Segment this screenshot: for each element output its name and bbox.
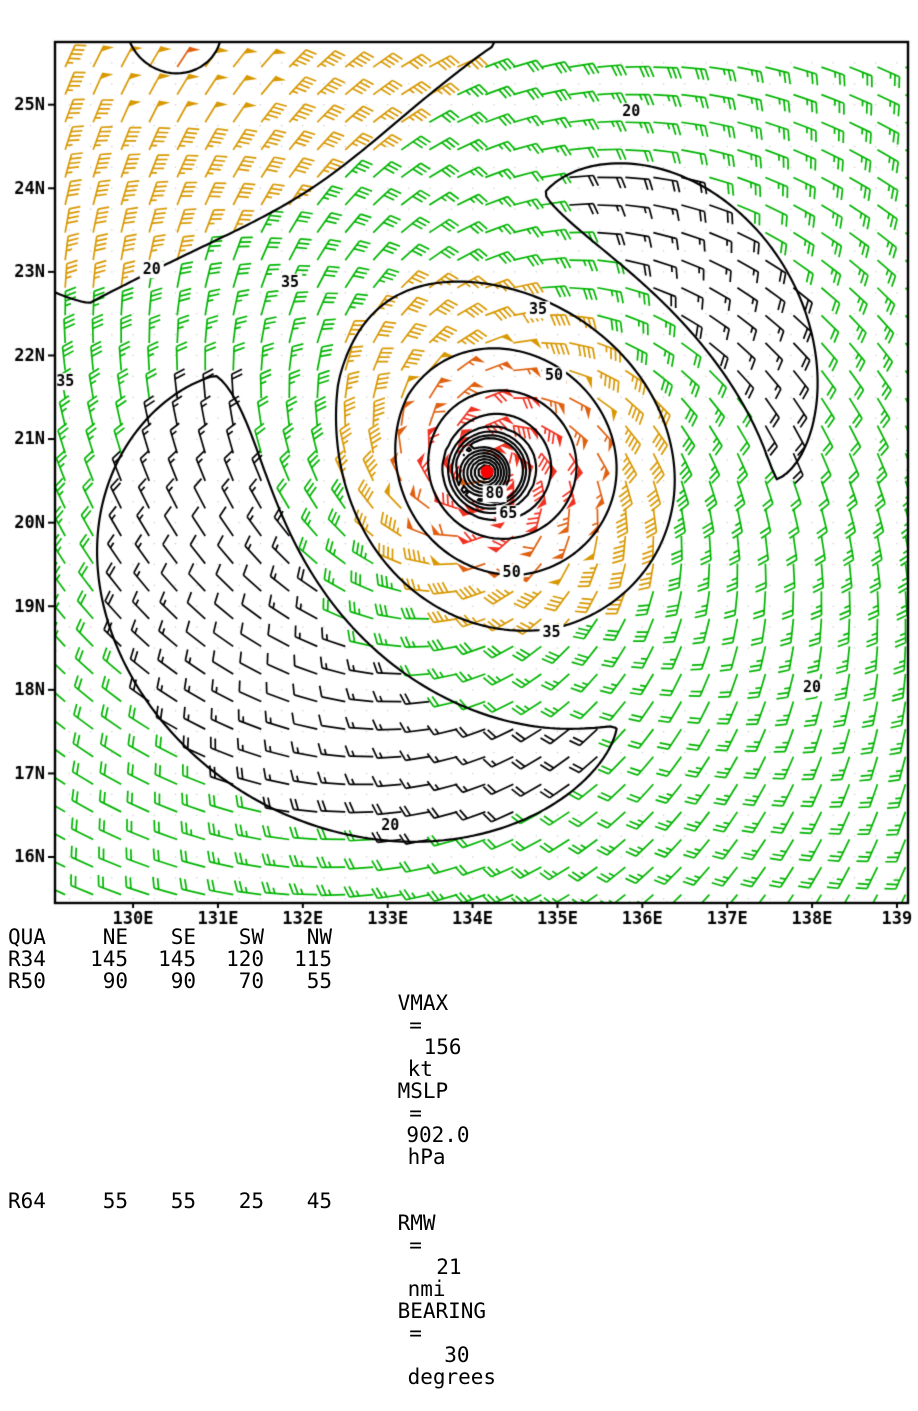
intensity-stats: VMAX = 156 kt MSLP = 902.0 hPa (332, 970, 913, 1190)
bearing-label: BEARING (397, 1299, 487, 1323)
rmw-unit: nmi (407, 1277, 446, 1301)
spacer (332, 948, 913, 970)
wind-field-map (0, 0, 918, 926)
rmw-value: 21 (436, 1255, 462, 1279)
radii-cell: 55 (306, 969, 332, 993)
radii-cell: 90 (170, 969, 196, 993)
radii-cell: 45 (306, 1189, 332, 1213)
mslp-unit: hPa (407, 1145, 446, 1169)
quadrant-header-nw: NW (306, 925, 332, 949)
radii-cell: 145 (158, 947, 196, 971)
radii-row-label-r50: R50 (8, 969, 46, 993)
vmax-value: 156 (423, 1035, 462, 1059)
radii-cell: 25 (238, 1189, 264, 1213)
vmax-unit: kt (407, 1057, 433, 1081)
vmax-label: VMAX (397, 991, 449, 1015)
equals-sign: = (409, 1101, 422, 1125)
quadrant-header-ne: NE (102, 925, 128, 949)
radii-cell: 145 (90, 947, 128, 971)
mslp-label: MSLP (397, 1079, 449, 1103)
bearing-unit: degrees (407, 1365, 497, 1389)
mslp-value: 902.0 (406, 1123, 470, 1147)
radii-row-label-r64: R64 (8, 1189, 46, 1213)
radii-cell: 55 (102, 1189, 128, 1213)
quadrant-header-se: SE (170, 925, 196, 949)
wind-radii-panel: QUA NE SE SW NW R34 145 145 120 115 R50 … (8, 926, 913, 1410)
equals-sign: = (409, 1013, 422, 1037)
quadrant-header-sw: SW (238, 925, 264, 949)
radii-cell: 120 (226, 947, 264, 971)
equals-sign: = (409, 1233, 422, 1257)
radii-cell: 115 (294, 947, 332, 971)
radii-cell: 70 (238, 969, 264, 993)
rmw-label: RMW (397, 1211, 436, 1235)
bearing-value: 30 (444, 1343, 470, 1367)
radii-row-label-r34: R34 (8, 947, 46, 971)
spacer (332, 926, 913, 948)
radii-cell: 90 (102, 969, 128, 993)
equals-sign: = (409, 1321, 422, 1345)
radii-cell: 55 (170, 1189, 196, 1213)
radii-corner-label: QUA (8, 925, 46, 949)
structure-stats: RMW = 21 nmi BEARING = 30 degrees (332, 1190, 913, 1410)
